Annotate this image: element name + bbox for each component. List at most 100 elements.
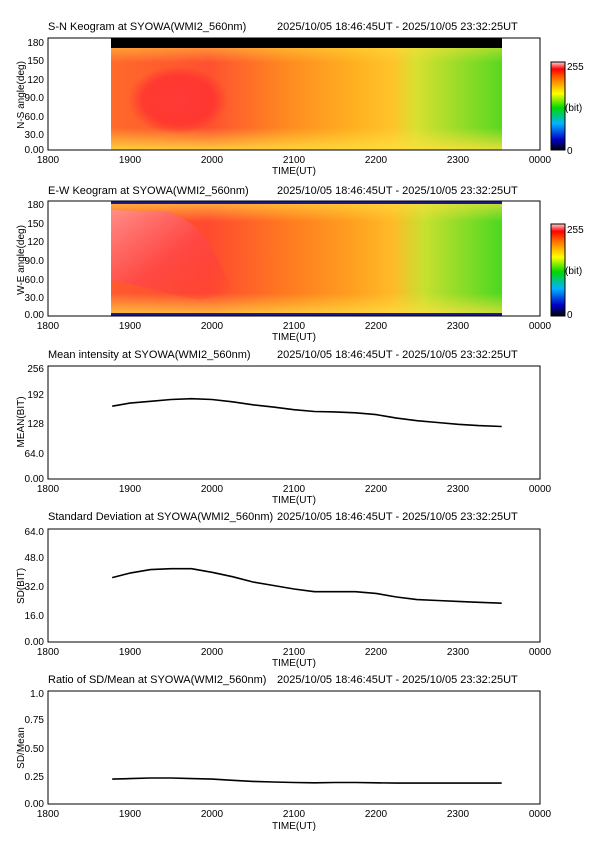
sd-ylabel: SD(BIT)	[16, 568, 27, 604]
sn-y-ticks: 0.00 30.0 60.0 90.0 120 150 180	[25, 38, 45, 156]
ew-ytick-0: 0.00	[25, 310, 45, 321]
mean-ytick-1: 64.0	[25, 449, 45, 460]
ratio-xlabel: TIME(UT)	[272, 821, 316, 832]
ew-colorbar-unit: (bit)	[565, 266, 582, 277]
mean-time-range: 2025/10/05 18:46:45UT - 2025/10/05 23:32…	[277, 349, 518, 361]
sn-ytick-6: 180	[27, 38, 44, 49]
ratio-title: Ratio of SD/Mean at SYOWA(WMI2_560nm)	[48, 674, 266, 686]
mean-xtick-6: 0000	[529, 484, 552, 495]
ew-xlabel: TIME(UT)	[272, 332, 316, 343]
sn-ytick-5: 150	[27, 56, 44, 67]
ew-heatmap-bottom-edge	[111, 313, 502, 316]
sn-heatmap	[111, 38, 502, 150]
ratio-ytick-3: 0.75	[25, 715, 45, 726]
sn-xlabel: TIME(UT)	[272, 166, 316, 177]
sn-xtick-3: 2100	[283, 155, 306, 166]
sd-xtick-2: 2000	[201, 647, 224, 658]
ew-heatmap-top-edge	[111, 201, 502, 204]
mean-plot-frame	[47, 365, 541, 480]
sn-plot-frame	[47, 37, 541, 151]
ew-xtick-3: 2100	[283, 321, 306, 332]
ratio-xtick-1: 1900	[119, 809, 142, 820]
ratio-series-line	[112, 777, 502, 784]
ratio-xtick-5: 2300	[447, 809, 470, 820]
sn-heatmap-nodata-band	[111, 38, 502, 48]
sd-xlabel: TIME(UT)	[272, 658, 316, 669]
ew-colorbar: 255 (bit) 0	[550, 223, 584, 321]
mean-xtick-0: 1800	[37, 484, 60, 495]
ew-keogram-panel: E-W Keogram at SYOWA(WMI2_560nm) 2025/10…	[16, 185, 584, 343]
sn-colorbar-unit: (bit)	[565, 103, 582, 114]
sd-title: Standard Deviation at SYOWA(WMI2_560nm)	[48, 511, 273, 523]
sd-plot-frame	[47, 528, 541, 643]
sn-ylabel: N-S angle(deg)	[16, 61, 27, 129]
sd-xtick-4: 2200	[365, 647, 388, 658]
ew-ytick-1: 30.0	[25, 293, 45, 304]
sn-xtick-6: 0000	[529, 155, 552, 166]
mean-panel: Mean intensity at SYOWA(WMI2_560nm) 2025…	[16, 349, 552, 506]
mean-xtick-4: 2200	[365, 484, 388, 495]
sn-xtick-2: 2000	[201, 155, 224, 166]
sn-xtick-1: 1900	[119, 155, 142, 166]
ew-colorbar-min: 0	[567, 310, 573, 321]
mean-xtick-5: 2300	[447, 484, 470, 495]
ew-y-ticks: 0.00 30.0 60.0 90.0 120 150 180	[25, 200, 45, 321]
sd-y-ticks: 0.00 16.0 32.0 48.0 64.0	[25, 527, 45, 648]
ratio-xtick-2: 2000	[201, 809, 224, 820]
ew-xtick-1: 1900	[119, 321, 142, 332]
mean-ytick-3: 192	[27, 390, 44, 401]
sn-ytick-0: 0.00	[25, 145, 45, 156]
mean-ytick-0: 0.00	[25, 474, 45, 485]
ew-colorbar-max: 255	[567, 225, 584, 236]
ew-xtick-0: 1800	[37, 321, 60, 332]
sd-ytick-3: 48.0	[25, 553, 45, 564]
mean-xtick-3: 2100	[283, 484, 306, 495]
mean-xtick-2: 2000	[201, 484, 224, 495]
mean-xlabel: TIME(UT)	[272, 495, 316, 506]
sd-series-line	[112, 567, 502, 604]
ew-title: E-W Keogram at SYOWA(WMI2_560nm)	[48, 185, 249, 197]
sd-xtick-0: 1800	[37, 647, 60, 658]
mean-title: Mean intensity at SYOWA(WMI2_560nm)	[48, 349, 251, 361]
ratio-xtick-4: 2200	[365, 809, 388, 820]
ratio-time-range: 2025/10/05 18:46:45UT - 2025/10/05 23:32…	[277, 674, 518, 686]
ew-heatmap-peak	[111, 210, 232, 300]
sn-xtick-0: 1800	[37, 155, 60, 166]
ew-ytick-3: 90.0	[25, 256, 45, 267]
ratio-y-ticks: 0.00 0.25 0.50 0.75 1.0	[25, 689, 45, 810]
ew-plot-frame	[47, 200, 541, 317]
ew-xtick-5: 2300	[447, 321, 470, 332]
mean-xtick-1: 1900	[119, 484, 142, 495]
ratio-ytick-2: 0.50	[25, 744, 45, 755]
sn-colorbar-max: 255	[567, 62, 584, 73]
sd-ytick-4: 64.0	[25, 527, 45, 538]
ew-ytick-2: 60.0	[25, 275, 45, 286]
sn-colorbar-scale	[550, 61, 566, 151]
ratio-ylabel: SD/Mean	[16, 727, 27, 769]
sn-x-ticks: 1800 1900 2000 2100 2200 2300 0000	[37, 155, 552, 166]
ew-xtick-2: 2000	[201, 321, 224, 332]
mean-x-ticks: 1800 1900 2000 2100 2200 2300 0000	[37, 484, 552, 495]
ew-ytick-4: 120	[27, 237, 44, 248]
ratio-ytick-4: 1.0	[30, 689, 44, 700]
sd-x-ticks: 1800 1900 2000 2100 2200 2300 0000	[37, 647, 552, 658]
sn-xtick-4: 2200	[365, 155, 388, 166]
ew-heatmap	[111, 201, 502, 316]
sd-xtick-3: 2100	[283, 647, 306, 658]
ew-ytick-5: 150	[27, 219, 44, 230]
ew-ytick-6: 180	[27, 200, 44, 211]
ratio-xtick-6: 0000	[529, 809, 552, 820]
ratio-ytick-1: 0.25	[25, 772, 45, 783]
mean-y-ticks: 0.00 64.0 128 192 256	[25, 364, 45, 485]
sn-time-range: 2025/10/05 18:46:45UT - 2025/10/05 23:32…	[277, 21, 518, 33]
sn-ytick-4: 120	[27, 75, 44, 86]
ratio-xtick-0: 1800	[37, 809, 60, 820]
sd-xtick-5: 2300	[447, 647, 470, 658]
sn-heatmap-peak	[128, 66, 228, 134]
mean-ytick-2: 128	[27, 419, 44, 430]
ew-xtick-6: 0000	[529, 321, 552, 332]
sd-time-range: 2025/10/05 18:46:45UT - 2025/10/05 23:32…	[277, 511, 518, 523]
sd-xtick-6: 0000	[529, 647, 552, 658]
ratio-xtick-3: 2100	[283, 809, 306, 820]
